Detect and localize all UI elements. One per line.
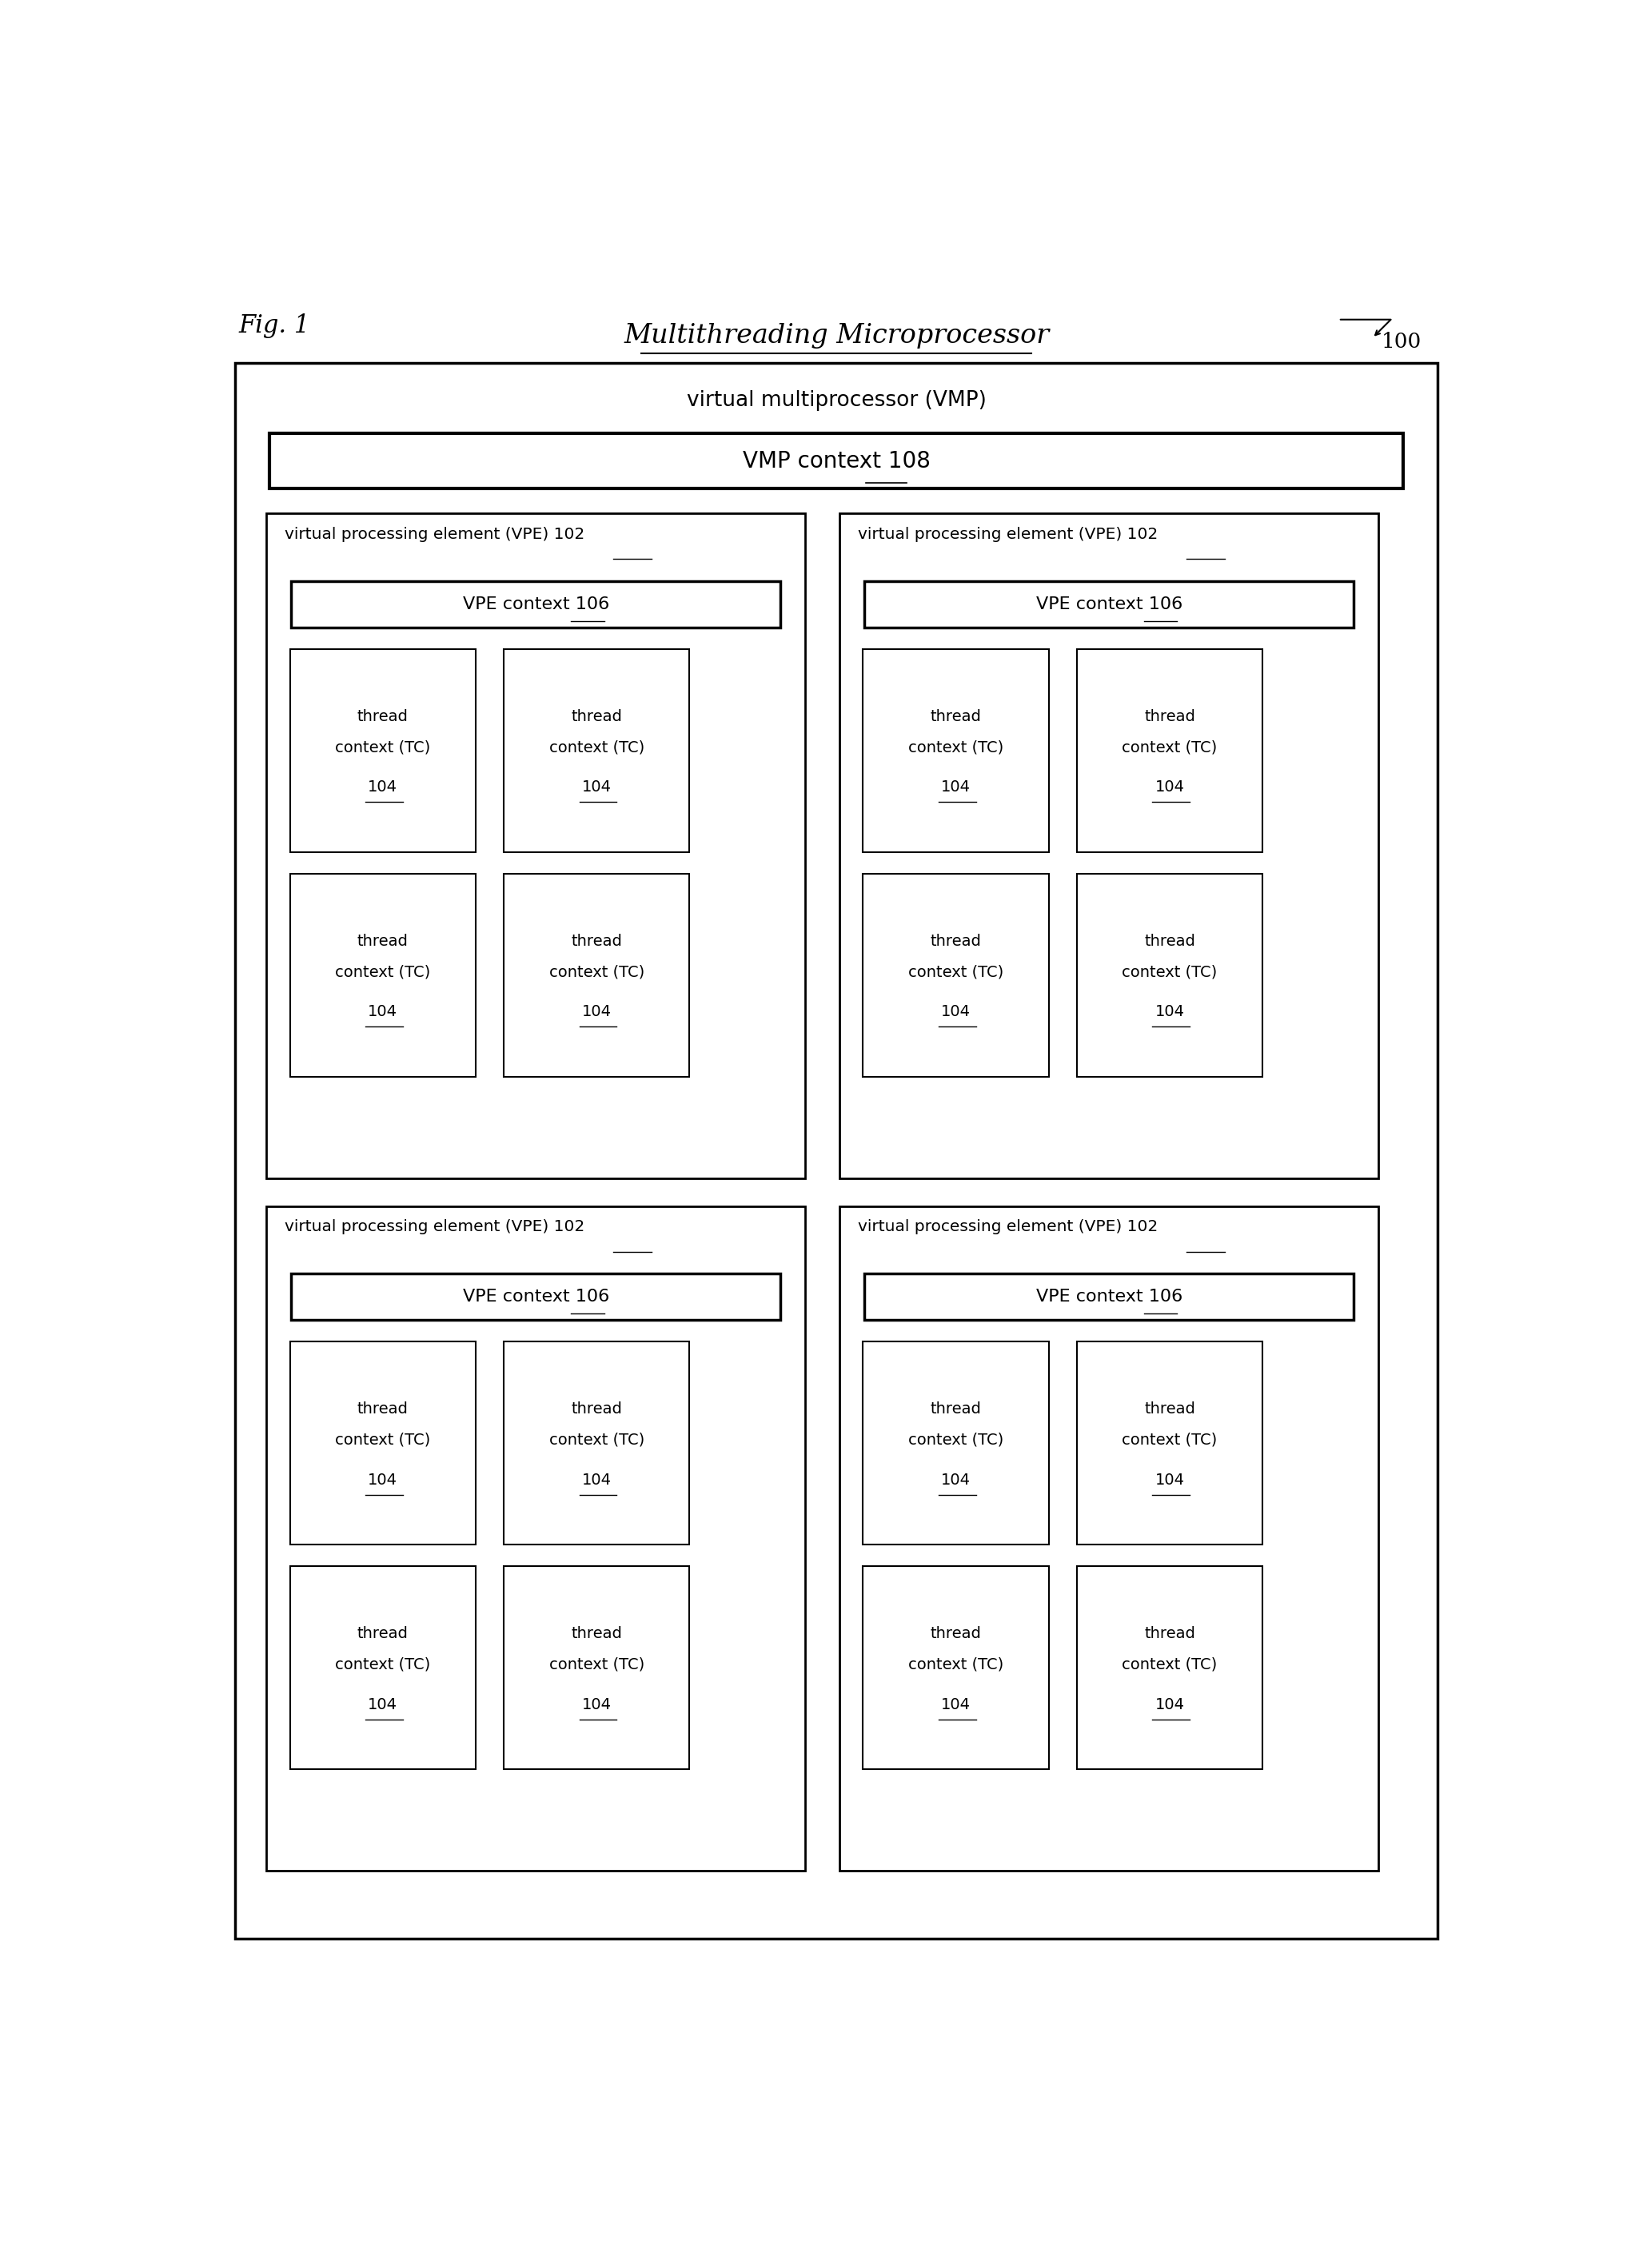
FancyBboxPatch shape [863, 1340, 1050, 1545]
Text: virtual multiprocessor (VMP): virtual multiprocessor (VMP) [687, 390, 986, 411]
Text: 100: 100 [1382, 331, 1422, 352]
FancyBboxPatch shape [291, 1275, 780, 1320]
Text: virtual processing element (VPE) 102: virtual processing element (VPE) 102 [858, 526, 1158, 542]
Text: context (TC): context (TC) [1122, 1433, 1218, 1447]
Text: context (TC): context (TC) [1122, 964, 1218, 980]
FancyBboxPatch shape [504, 1340, 690, 1545]
Text: 104: 104 [368, 1005, 397, 1021]
Text: 104: 104 [1154, 1472, 1184, 1488]
Text: VPE context 106: VPE context 106 [463, 1288, 610, 1304]
FancyBboxPatch shape [1077, 1340, 1262, 1545]
FancyBboxPatch shape [865, 1275, 1354, 1320]
FancyBboxPatch shape [289, 1340, 476, 1545]
Text: 104: 104 [368, 1472, 397, 1488]
Text: context (TC): context (TC) [909, 964, 1004, 980]
Text: thread: thread [571, 1402, 623, 1418]
Text: Multithreading Microprocessor: Multithreading Microprocessor [623, 322, 1050, 349]
Text: context (TC): context (TC) [335, 739, 430, 755]
FancyBboxPatch shape [504, 873, 690, 1077]
Text: context (TC): context (TC) [909, 739, 1004, 755]
FancyBboxPatch shape [267, 513, 806, 1179]
FancyBboxPatch shape [289, 1567, 476, 1769]
Text: 104: 104 [1154, 780, 1184, 796]
Text: thread: thread [930, 710, 981, 723]
FancyBboxPatch shape [865, 581, 1354, 628]
Text: thread: thread [358, 1402, 409, 1418]
Text: context (TC): context (TC) [549, 739, 644, 755]
Text: context (TC): context (TC) [1122, 739, 1218, 755]
Text: 104: 104 [582, 780, 611, 796]
Text: virtual processing element (VPE) 102: virtual processing element (VPE) 102 [858, 1220, 1158, 1234]
Text: context (TC): context (TC) [909, 1658, 1004, 1672]
FancyBboxPatch shape [1077, 1567, 1262, 1769]
Text: context (TC): context (TC) [335, 964, 430, 980]
Text: virtual processing element (VPE) 102: virtual processing element (VPE) 102 [284, 526, 585, 542]
Text: thread: thread [930, 934, 981, 948]
Text: 104: 104 [942, 1696, 971, 1712]
Text: 104: 104 [942, 780, 971, 796]
Text: context (TC): context (TC) [549, 1658, 644, 1672]
Text: VPE context 106: VPE context 106 [1035, 596, 1182, 612]
Text: thread: thread [571, 934, 623, 948]
Text: thread: thread [571, 1626, 623, 1642]
Text: 104: 104 [582, 1005, 611, 1021]
FancyBboxPatch shape [863, 873, 1050, 1077]
FancyBboxPatch shape [291, 581, 780, 628]
Text: VPE context 106: VPE context 106 [463, 596, 610, 612]
Text: 104: 104 [582, 1472, 611, 1488]
Text: context (TC): context (TC) [335, 1433, 430, 1447]
Text: 104: 104 [1154, 1696, 1184, 1712]
FancyBboxPatch shape [289, 649, 476, 853]
FancyBboxPatch shape [289, 873, 476, 1077]
Text: thread: thread [1144, 710, 1195, 723]
Text: context (TC): context (TC) [909, 1433, 1004, 1447]
Text: 104: 104 [368, 780, 397, 796]
FancyBboxPatch shape [267, 1207, 806, 1871]
Text: Fig. 1: Fig. 1 [239, 313, 309, 338]
Text: context (TC): context (TC) [549, 964, 644, 980]
FancyBboxPatch shape [1077, 873, 1262, 1077]
Text: 104: 104 [942, 1472, 971, 1488]
Text: 104: 104 [1154, 1005, 1184, 1021]
Text: VPE context 106: VPE context 106 [1035, 1288, 1182, 1304]
Text: VMP context 108: VMP context 108 [742, 449, 930, 472]
Text: 104: 104 [368, 1696, 397, 1712]
FancyBboxPatch shape [863, 1567, 1050, 1769]
Text: thread: thread [571, 710, 623, 723]
Text: context (TC): context (TC) [1122, 1658, 1218, 1672]
Text: thread: thread [358, 934, 409, 948]
Text: thread: thread [1144, 934, 1195, 948]
FancyBboxPatch shape [270, 433, 1403, 490]
FancyBboxPatch shape [839, 1207, 1378, 1871]
Text: 104: 104 [582, 1696, 611, 1712]
FancyBboxPatch shape [1077, 649, 1262, 853]
Text: thread: thread [358, 1626, 409, 1642]
Text: context (TC): context (TC) [549, 1433, 644, 1447]
FancyBboxPatch shape [863, 649, 1050, 853]
Text: thread: thread [930, 1626, 981, 1642]
FancyBboxPatch shape [504, 649, 690, 853]
Text: virtual processing element (VPE) 102: virtual processing element (VPE) 102 [284, 1220, 585, 1234]
FancyBboxPatch shape [504, 1567, 690, 1769]
Text: thread: thread [358, 710, 409, 723]
Text: context (TC): context (TC) [335, 1658, 430, 1672]
Text: thread: thread [1144, 1626, 1195, 1642]
FancyBboxPatch shape [839, 513, 1378, 1179]
Text: thread: thread [930, 1402, 981, 1418]
FancyBboxPatch shape [235, 363, 1437, 1939]
Text: thread: thread [1144, 1402, 1195, 1418]
Text: 104: 104 [942, 1005, 971, 1021]
